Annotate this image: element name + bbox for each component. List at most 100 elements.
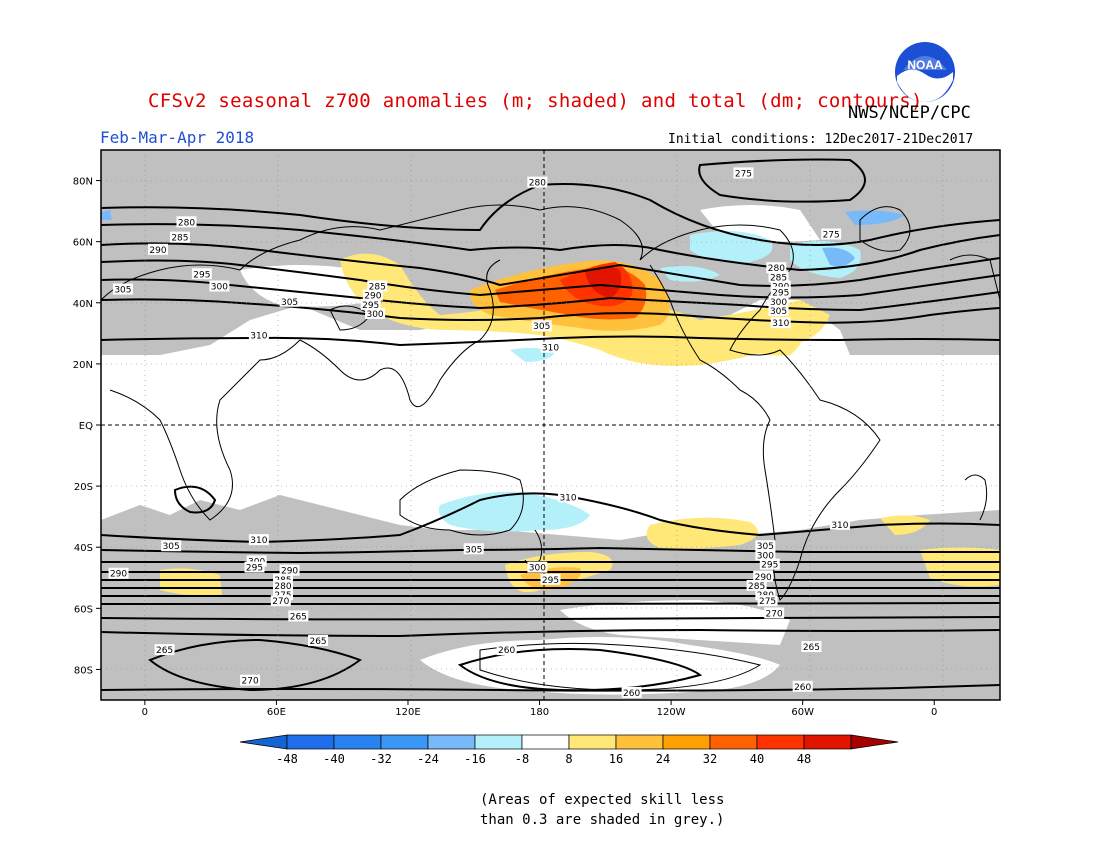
contour-label: 270 [764,607,785,619]
contour-label: 275 [821,228,842,241]
contour-label: 280 [527,176,548,189]
contour-label: 260 [621,686,642,699]
contour-label: 300 [755,549,776,561]
longitude-axis: 0 60E 120E 180 120W 60W 0 [142,700,937,718]
svg-text:310: 310 [250,536,267,546]
lon-tick-label: 0 [142,707,148,718]
contour-label: 300 [768,295,789,308]
svg-text:305: 305 [114,286,131,296]
svg-text:305: 305 [757,542,774,552]
contour-label: 285 [746,579,767,592]
svg-text:275: 275 [759,597,776,607]
contour-label: 290 [148,243,169,256]
svg-text:290: 290 [364,292,381,302]
svg-text:275: 275 [735,169,752,179]
svg-text:260: 260 [623,689,640,699]
svg-text:260: 260 [794,683,811,693]
contour-label: 290 [279,564,300,577]
svg-text:280: 280 [274,582,291,592]
contour-label: 280 [272,579,293,592]
lon-tick-label: 120W [657,707,686,718]
lon-tick-label: 180 [530,707,549,718]
svg-text:265: 265 [309,637,326,647]
contour-label: 280 [176,216,197,228]
svg-text:285: 285 [748,582,765,592]
contour-label: 300 [209,280,230,293]
logo-text: NOAA [907,58,943,72]
lat-tick-label: 80S [74,665,93,676]
contour-label: 275 [757,595,778,607]
svg-text:280: 280 [178,218,195,228]
contour-label: 280 [766,262,787,274]
contour-label: 295 [191,268,212,280]
reference-lines [101,150,1000,700]
svg-text:270: 270 [272,597,289,607]
svg-text:305: 305 [465,545,482,555]
svg-text:265: 265 [290,613,307,623]
contour-label: 290 [753,570,774,583]
lon-tick-label: 60W [791,707,814,718]
svg-text:300: 300 [366,310,383,320]
svg-text:295: 295 [542,576,559,586]
footnote-line-2: than 0.3 are shaded in grey.) [480,812,725,828]
svg-text:310: 310 [542,344,559,354]
contour-label: 305 [755,540,776,552]
footnote-line-1: (Areas of expected skill less [480,792,725,808]
svg-text:285: 285 [369,283,386,293]
svg-text:260: 260 [498,646,515,656]
latitude-axis: 80N 60N 40N 20N EQ 20S 40S 60S 80S [73,177,101,676]
svg-text:285: 285 [171,234,188,244]
graticule [101,150,1000,700]
svg-text:270: 270 [242,677,259,687]
contour-label: 260 [792,680,813,693]
lat-tick-label: 40S [74,543,93,554]
contour-label: 260 [496,644,517,656]
lon-tick-label: 60E [267,707,286,718]
lon-tick-label: 0 [931,707,937,718]
chart-title: CFSv2 seasonal z700 anomalies (m; shaded… [148,90,923,112]
svg-text:280: 280 [768,264,785,274]
svg-text:295: 295 [761,561,778,571]
contour-label: 305 [768,304,789,317]
contour-label: 305 [531,320,552,332]
contour-label: 295 [759,558,780,571]
svg-text:300: 300 [211,283,228,293]
svg-text:300: 300 [770,298,787,308]
lat-tick-label: 40N [73,299,93,310]
season-label: Feb-Mar-Apr 2018 [100,128,255,147]
svg-text:295: 295 [193,270,210,280]
contour-label: 295 [244,561,265,574]
contour-label: 265 [288,610,309,623]
contour-label: 265 [801,641,822,653]
contour-label: 285 [169,231,190,244]
contour-label: 310 [558,491,579,503]
contour-label: 265 [154,644,175,656]
svg-text:305: 305 [281,298,298,308]
contour-label: 305 [161,540,182,552]
svg-text:290: 290 [755,573,772,583]
noaa-logo-icon: NOAA [895,42,955,102]
contour-label: 290 [108,567,129,580]
svg-text:285: 285 [770,273,787,283]
svg-text:305: 305 [533,322,550,332]
lat-tick-label: 60S [74,604,93,615]
contour-label: 305 [463,543,484,555]
contour-label: 310 [829,518,850,531]
svg-text:290: 290 [281,567,298,577]
contour-label: 275 [733,167,754,179]
contour-label: 285 [768,271,789,283]
svg-text:290: 290 [149,246,166,256]
lat-tick-label: EQ [79,421,93,432]
contour-label: 295 [360,298,381,311]
contour-label: 270 [240,674,261,687]
contour-label: 310 [248,329,269,341]
contour-label: 300 [365,308,386,320]
contour-label: 300 [527,561,548,574]
svg-text:295: 295 [772,289,789,299]
lat-tick-label: 20S [74,482,93,493]
lon-tick-label: 120E [395,707,420,718]
svg-text:280: 280 [529,179,546,189]
contour-label: 290 [362,289,383,302]
svg-text:310: 310 [250,331,267,341]
